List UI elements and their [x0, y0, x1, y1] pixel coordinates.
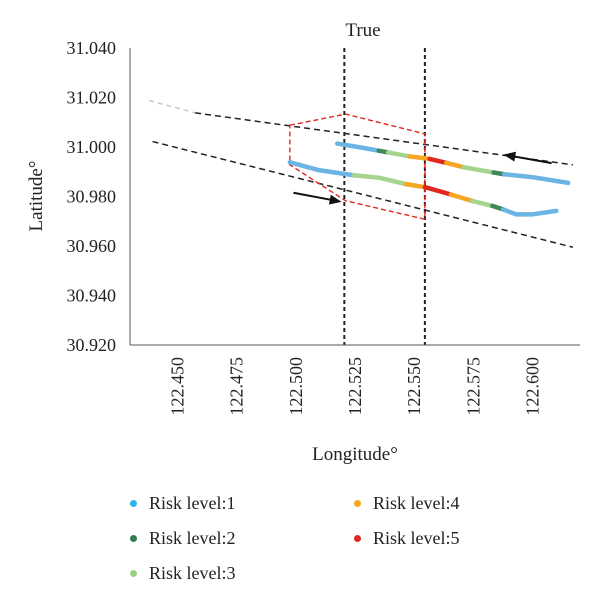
tick-labels: 30.920 30.940 30.960 30.980 31.000 31.020 31.0… — [67, 38, 543, 416]
track-segment-risk-1 — [500, 207, 559, 217]
risk-region-polygon — [289, 113, 426, 221]
y-tick-label: 31.040 — [67, 38, 117, 58]
legend-label-risk-5: Risk level:5 — [373, 528, 460, 548]
legend-swatch-risk-3 — [130, 570, 137, 577]
legend-item-risk-3: Risk level:3 — [130, 563, 236, 584]
track-segment-risk-1 — [287, 160, 357, 178]
track-segment-risk-1 — [501, 171, 571, 186]
track-segment-risk-4 — [403, 181, 428, 190]
x-tick-label: 122.450 — [167, 357, 187, 416]
channel-lines — [148, 48, 574, 345]
vessel-tracks — [287, 141, 571, 217]
legend-item-risk-5: Risk level:5 — [354, 528, 460, 549]
x-tick-label: 122.600 — [523, 357, 543, 416]
y-tick-label: 31.000 — [67, 137, 117, 157]
legend-swatch-risk-1 — [130, 500, 137, 507]
track-segment-risk-3 — [469, 198, 495, 209]
legend-label-risk-4: Risk level:4 — [373, 493, 460, 513]
track-segment-risk-1 — [334, 141, 381, 153]
legend-label-risk-2: Risk level:2 — [149, 528, 236, 548]
y-tick-label: 30.920 — [67, 335, 117, 355]
legend-label-risk-3: Risk level:3 — [149, 563, 236, 583]
direction-arrow-eastbound — [293, 191, 342, 205]
channel-line-faded — [148, 99, 196, 114]
legend-swatch-risk-5 — [354, 535, 361, 542]
channel-boundary-line — [195, 112, 573, 166]
direction-arrow-westbound — [503, 151, 552, 165]
direction-arrows — [293, 151, 552, 205]
x-tick-label: 122.575 — [463, 357, 483, 416]
legend-swatch-risk-2 — [130, 535, 137, 542]
channel-boundary-line — [152, 140, 574, 248]
legend-label-risk-1: Risk level:1 — [149, 493, 236, 513]
track-segment-risk-3 — [385, 150, 412, 159]
track-segment-risk-5 — [427, 156, 449, 166]
legend-item-risk-4: Risk level:4 — [354, 493, 460, 514]
legend-item-risk-2: Risk level:2 — [130, 528, 236, 549]
track-segment-risk-5 — [422, 184, 454, 197]
y-tick-label: 30.980 — [67, 187, 117, 207]
y-tick-label: 31.020 — [67, 88, 117, 108]
axes — [129, 48, 580, 346]
legend-item-risk-1: Risk level:1 — [130, 493, 236, 514]
x-tick-label: 122.525 — [345, 357, 365, 416]
x-tick-label: 122.475 — [227, 357, 247, 416]
x-axis-title: Longitude° — [312, 444, 398, 465]
y-tick-label: 30.940 — [67, 286, 117, 306]
track-segment-risk-4 — [407, 154, 432, 162]
y-tick-label: 30.960 — [67, 236, 117, 256]
x-tick-label: 122.500 — [286, 357, 306, 416]
track-segment-risk-3 — [461, 165, 496, 175]
risk-region-boundary — [289, 113, 426, 221]
y-axis-title: Latitude° — [26, 161, 47, 232]
track-segment-risk-4 — [448, 192, 475, 204]
track-segment-risk-3 — [351, 172, 409, 187]
legend-swatch-risk-4 — [354, 500, 361, 507]
track-segment-risk-4 — [443, 160, 467, 170]
chart-title: True — [345, 20, 380, 41]
x-tick-label: 122.550 — [404, 357, 424, 416]
legend: Risk level:1 Risk level:2 Risk level:3 R… — [130, 493, 530, 593]
